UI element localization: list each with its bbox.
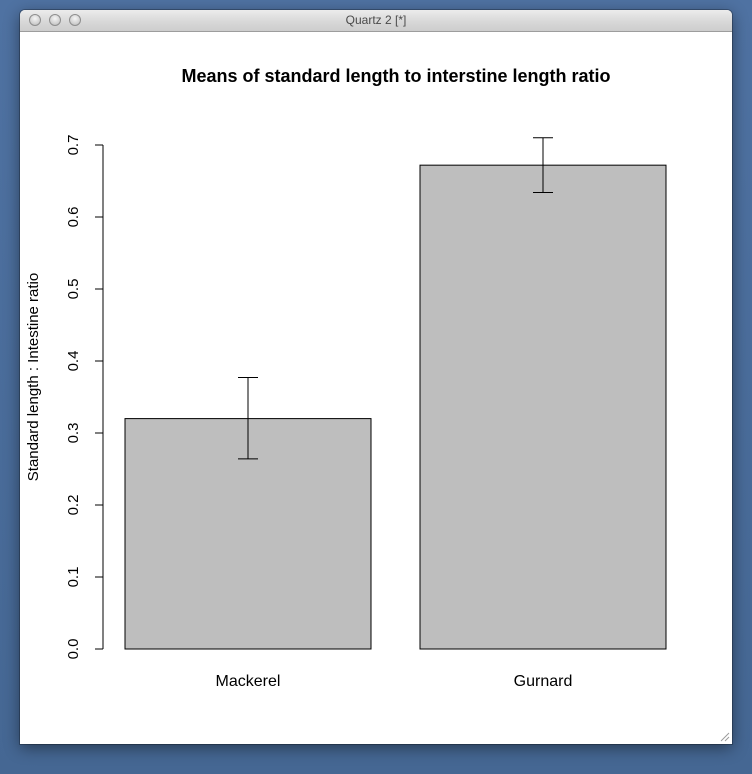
y-tick-label: 0.2 — [65, 495, 82, 516]
x-tick-labels: Mackerel Gurnard — [216, 673, 573, 690]
x-tick-label-mackerel: Mackerel — [216, 673, 281, 690]
resize-grip-icon[interactable] — [718, 730, 730, 742]
chart-title: Means of standard length to interstine l… — [181, 66, 610, 86]
y-tick-label: 0.6 — [65, 207, 82, 228]
y-tick-label: 0.1 — [65, 567, 82, 588]
y-tick-label: 0.5 — [65, 279, 82, 300]
window-titlebar[interactable]: Quartz 2 [*] — [20, 10, 732, 32]
y-tick-label: 0.4 — [65, 351, 82, 372]
y-tick-label: 0.0 — [65, 639, 82, 660]
zoom-window-button[interactable] — [69, 14, 81, 26]
bar-gurnard — [419, 164, 667, 650]
plot-area: Means of standard length to interstine l… — [20, 32, 732, 744]
x-tick-label-gurnard: Gurnard — [514, 673, 573, 690]
y-tick-label: 0.7 — [65, 135, 82, 156]
close-window-button[interactable] — [29, 14, 41, 26]
bars-group — [124, 164, 667, 650]
bar-chart: Means of standard length to interstine l… — [25, 66, 667, 690]
error-bars-group — [238, 137, 553, 460]
y-axis-label: Standard length : Intestine ratio — [25, 273, 42, 481]
window-title: Quartz 2 [*] — [345, 13, 407, 27]
minimize-window-button[interactable] — [49, 14, 61, 26]
y-axis: 0.0 0.1 0.2 0.3 0.4 0.5 0.6 0.7 — [65, 135, 104, 660]
quartz-window: Quartz 2 [*] Means of standard length to… — [20, 10, 732, 744]
y-tick-label: 0.3 — [65, 423, 82, 444]
